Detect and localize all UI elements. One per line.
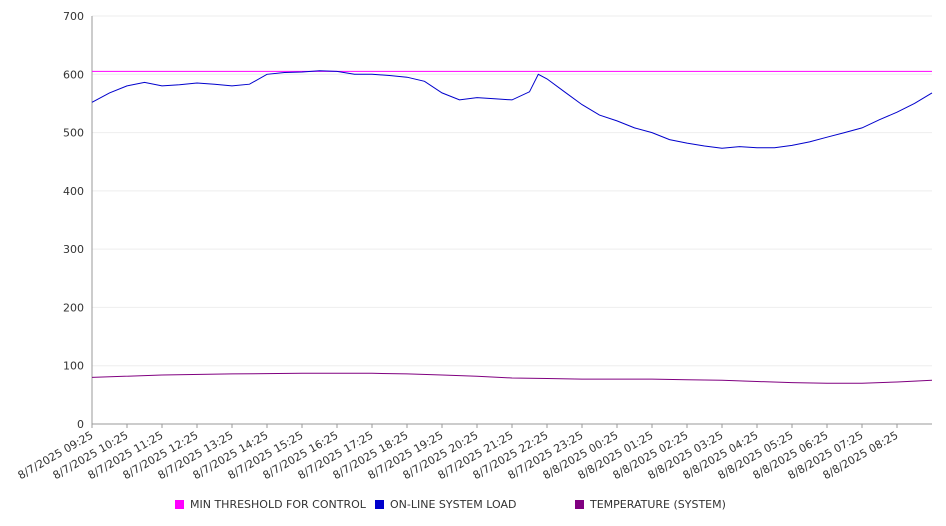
legend-label-load: ON-LINE SYSTEM LOAD [390, 498, 517, 511]
y-tick-label: 600 [63, 68, 84, 81]
legend-label-threshold: MIN THRESHOLD FOR CONTROL [190, 498, 366, 511]
y-tick-label: 200 [63, 301, 84, 314]
series-lines [91, 70, 933, 384]
y-tick-label: 300 [63, 243, 84, 256]
y-tick-label: 0 [77, 418, 84, 431]
y-tick-label: 700 [63, 10, 84, 23]
series-line-load [91, 70, 933, 149]
axes [91, 16, 932, 425]
y-tick-label: 500 [63, 127, 84, 140]
gridlines [92, 15, 932, 367]
legend-swatch-load [375, 500, 384, 509]
legend-item-temperature[interactable]: TEMPERATURE (SYSTEM) [575, 498, 726, 511]
legend-label-temperature: TEMPERATURE (SYSTEM) [590, 498, 726, 511]
legend-swatch-temperature [575, 500, 584, 509]
series-line-temperature [91, 372, 933, 384]
legend: MIN THRESHOLD FOR CONTROL ON-LINE SYSTEM… [0, 498, 946, 514]
legend-item-threshold[interactable]: MIN THRESHOLD FOR CONTROL [175, 498, 366, 511]
x-tick-labels: 8/7/2025 09:258/7/2025 10:258/7/2025 11:… [16, 424, 900, 482]
y-tick-label: 400 [63, 185, 84, 198]
y-tick-label: 100 [63, 360, 84, 373]
y-tick-labels: 0 100 200 300 400 500 600 700 [63, 10, 84, 431]
legend-swatch-threshold [175, 500, 184, 509]
legend-item-load[interactable]: ON-LINE SYSTEM LOAD [375, 498, 516, 511]
